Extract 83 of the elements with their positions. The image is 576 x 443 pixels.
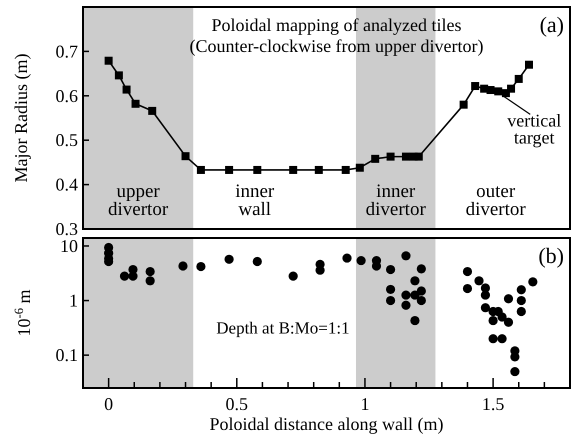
point: [516, 285, 526, 294]
point: [471, 82, 480, 90]
point: [497, 334, 507, 344]
x-tick-label: 1.5: [482, 394, 504, 414]
point: [514, 74, 523, 83]
annotation: outer divertor: [466, 181, 526, 220]
point: [146, 276, 155, 286]
point: [507, 84, 516, 93]
point: [416, 286, 426, 296]
annotation: inner wall: [235, 181, 275, 220]
point: [524, 60, 533, 69]
point: [371, 154, 380, 163]
annotation: vertical target: [507, 110, 562, 148]
point: [289, 166, 298, 174]
point: [356, 256, 366, 266]
point: [410, 316, 420, 326]
point: [148, 106, 156, 115]
point: [386, 152, 395, 161]
annotation: Depth at B:Mo=1:1: [216, 318, 350, 338]
y-tick-label: 1: [69, 290, 78, 311]
point: [196, 166, 205, 174]
point: [510, 366, 520, 376]
point: [225, 166, 234, 174]
y-tick-label: 0.1: [56, 345, 78, 366]
point: [122, 86, 131, 94]
point: [416, 264, 426, 274]
point: [356, 164, 364, 172]
point: [488, 316, 498, 326]
x-tick-label: 1: [360, 394, 370, 414]
annotation: (b): [538, 243, 564, 268]
point: [178, 261, 188, 271]
point: [120, 272, 130, 281]
point: [342, 253, 352, 263]
point: [224, 254, 234, 264]
annotation: (a): [540, 12, 564, 37]
point: [288, 272, 298, 281]
point: [386, 264, 396, 274]
point: [182, 152, 190, 160]
point: [504, 294, 514, 304]
point: [402, 152, 410, 161]
point: [342, 166, 350, 174]
point: [414, 152, 423, 161]
band-label: upper divertor: [108, 181, 169, 220]
x-axis-title: Poloidal distance along wall (m): [210, 414, 444, 434]
y-tick-label: 0.7: [56, 41, 78, 62]
point: [401, 300, 411, 310]
y-axis-title: Major Radius (m): [11, 54, 31, 182]
point: [386, 296, 396, 306]
x-tick-label: 0: [104, 394, 114, 414]
point: [488, 334, 498, 344]
point: [401, 251, 411, 260]
point: [315, 266, 325, 275]
point: [114, 71, 123, 80]
point: [474, 276, 484, 286]
point: [416, 296, 426, 306]
point: [410, 276, 420, 286]
point: [128, 272, 138, 281]
point: [516, 296, 526, 306]
point: [253, 166, 262, 174]
point: [462, 284, 472, 294]
band-label: inner divertor: [366, 181, 426, 220]
text: (Counter-clockwise from upper divertor): [189, 36, 484, 56]
point: [528, 277, 538, 286]
y-tick-label: 0.5: [56, 130, 78, 150]
point: [504, 318, 514, 327]
point: [146, 266, 155, 276]
point: [497, 312, 507, 322]
point: [480, 290, 490, 300]
point: [516, 306, 526, 316]
point: [480, 303, 490, 312]
point: [314, 166, 323, 174]
y-tick-label: 0.6: [56, 86, 78, 106]
point: [252, 256, 262, 266]
x-tick-label: 0.5: [226, 394, 248, 414]
point: [132, 100, 140, 108]
text: Poloidal mapping of analyzed tiles: [212, 15, 462, 35]
y-tick-label: 0.4: [56, 174, 78, 195]
point: [462, 266, 472, 276]
point: [401, 290, 411, 300]
point: [196, 262, 206, 272]
point: [104, 56, 113, 65]
point: [460, 100, 468, 109]
point: [386, 284, 396, 294]
